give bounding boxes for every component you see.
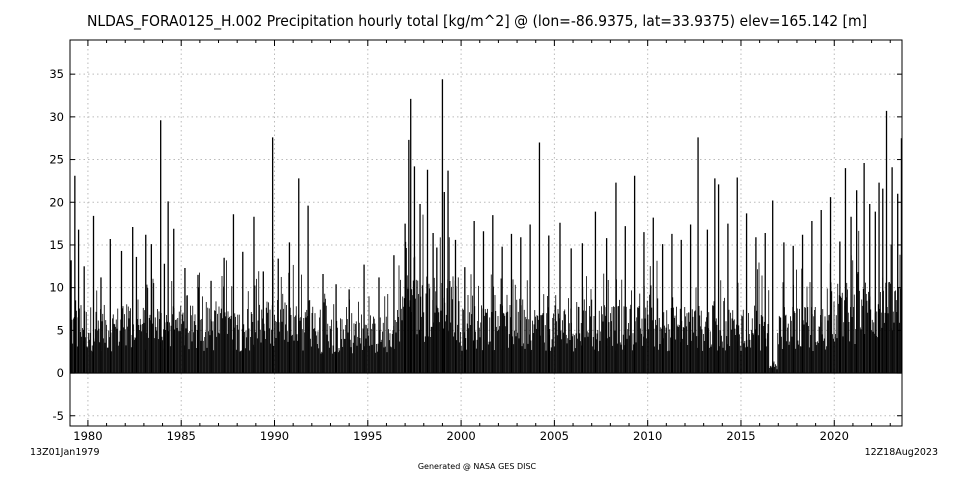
end-date-label: 12Z18Aug2023 [865, 447, 938, 458]
x-tick-label: 1990 [260, 429, 289, 443]
y-tick-label: 10 [49, 281, 64, 295]
generated-by-label: Generated @ NASA GES DISC [418, 462, 537, 471]
x-tick-label: 1980 [73, 429, 102, 443]
x-tick-label: 2015 [726, 429, 755, 443]
plot-frame [69, 39, 903, 427]
y-tick-label: 30 [49, 110, 64, 124]
x-axis: 1980 1985 1990 1995 2000 2005 2010 2015 2020 [73, 40, 891, 443]
y-tick-label: 15 [49, 238, 64, 252]
chart-title: NLDAS_FORA0125_H.002 Precipitation hourl… [87, 12, 867, 31]
y-tick-label: 35 [49, 67, 64, 81]
y-tick-label: -5 [53, 409, 64, 423]
x-tick-label: 1985 [167, 429, 196, 443]
x-tick-label: 2020 [820, 429, 849, 443]
y-tick-label: 20 [49, 195, 64, 209]
y-tick-label: 5 [57, 323, 64, 337]
start-date-label: 13Z01Jan1979 [30, 447, 100, 458]
x-tick-label: 2005 [540, 429, 569, 443]
y-tick-label: 0 [57, 366, 64, 380]
y-tick-label: 25 [49, 153, 64, 167]
x-tick-label: 1995 [353, 429, 382, 443]
y-axis: -5 0 5 10 15 20 25 30 35 [49, 67, 902, 423]
x-tick-label: 2010 [633, 429, 662, 443]
x-tick-label: 2000 [446, 429, 475, 443]
